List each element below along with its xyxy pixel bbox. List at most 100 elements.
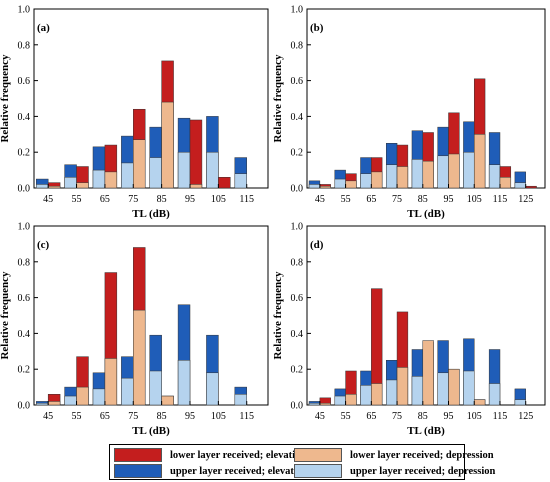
y-tick-label: 0.6 bbox=[291, 76, 304, 87]
bar-upper-depression bbox=[308, 402, 321, 406]
x-tick-label: 75 bbox=[392, 194, 402, 205]
x-tick-label: 75 bbox=[128, 194, 138, 205]
bar-upper-depression bbox=[234, 394, 247, 406]
y-axis-title: Relative frequency bbox=[0, 54, 11, 143]
y-tick-label: 0.0 bbox=[18, 401, 31, 412]
x-axis-title: TL (dB) bbox=[407, 208, 445, 220]
y-tick-label: 1.0 bbox=[18, 222, 31, 233]
x-tick-label: 115 bbox=[239, 411, 254, 422]
y-tick-label: 0.8 bbox=[18, 40, 31, 51]
bar-upper-depression bbox=[92, 388, 106, 406]
bar-upper-depression bbox=[334, 178, 346, 189]
bar-lower-depression bbox=[319, 185, 331, 189]
bar-lower-depression bbox=[47, 185, 61, 189]
bar-upper-depression bbox=[488, 164, 501, 189]
bar-upper-depression bbox=[121, 377, 134, 406]
x-tick-label: 115 bbox=[493, 194, 508, 205]
x-tick-label: 55 bbox=[72, 194, 82, 205]
y-axis-title: Relative frequency bbox=[272, 54, 284, 143]
legend-item-upper-depression: upper layer received; depression bbox=[294, 463, 495, 479]
x-tick-label: 95 bbox=[444, 194, 454, 205]
bar-upper-depression bbox=[149, 157, 162, 189]
x-tick-label: 65 bbox=[100, 194, 110, 205]
x-axis-title: TL (dB) bbox=[132, 425, 170, 437]
bar-lower-depression bbox=[499, 177, 512, 189]
bar-upper-depression bbox=[385, 164, 398, 189]
bar-upper-depression bbox=[411, 376, 424, 406]
y-tick-label: 0.6 bbox=[18, 76, 31, 87]
y-tick-label: 0.4 bbox=[291, 112, 304, 123]
x-tick-label: 65 bbox=[366, 411, 376, 422]
bar-upper-depression bbox=[121, 162, 134, 189]
legend-swatch-upper-elevation bbox=[114, 464, 162, 478]
y-tick-label: 0.2 bbox=[291, 148, 304, 159]
y-tick-label: 0.4 bbox=[291, 329, 304, 340]
bar-upper-depression bbox=[149, 370, 162, 406]
bar-upper-depression bbox=[206, 372, 219, 406]
bar-upper-depression bbox=[463, 151, 475, 189]
x-tick-label: 125 bbox=[518, 194, 533, 205]
x-tick-label: 45 bbox=[315, 411, 325, 422]
legend-label-lower-depression: lower layer received; depression bbox=[350, 449, 494, 461]
bar-lower-elevation bbox=[189, 119, 203, 189]
bar-upper-depression bbox=[385, 379, 398, 406]
x-tick-label: 95 bbox=[444, 411, 454, 422]
y-tick-label: 0.4 bbox=[18, 329, 31, 340]
bar-upper-depression bbox=[64, 177, 77, 189]
panel-label: (c) bbox=[37, 239, 50, 251]
y-tick-label: 0.2 bbox=[18, 148, 31, 159]
x-tick-label: 115 bbox=[493, 411, 508, 422]
x-tick-label: 95 bbox=[185, 194, 195, 205]
x-tick-label: 85 bbox=[418, 411, 428, 422]
bar-upper-depression bbox=[64, 395, 77, 406]
x-tick-label: 105 bbox=[467, 194, 482, 205]
bar-lower-depression bbox=[133, 309, 146, 406]
bar-upper-depression bbox=[36, 184, 49, 189]
bar-upper-depression bbox=[334, 395, 346, 406]
bar-lower-depression bbox=[396, 367, 409, 406]
bar-lower-depression bbox=[473, 399, 486, 406]
bar-upper-depression bbox=[437, 155, 449, 189]
bar-upper-depression bbox=[514, 182, 526, 189]
bar-upper-depression bbox=[36, 402, 49, 406]
x-tick-label: 105 bbox=[467, 411, 482, 422]
x-tick-label: 85 bbox=[157, 411, 167, 422]
x-tick-label: 85 bbox=[157, 194, 167, 205]
y-tick-label: 1.0 bbox=[18, 5, 31, 16]
legend-item-lower-elevation: lower layer received; elevation bbox=[114, 447, 306, 463]
bar-upper-depression bbox=[360, 173, 372, 189]
chart-panel-2: 0.0 0.2 0.4 0.6 0.8 1.0 45 55 65 75 85 95 105 115 125 T… bbox=[272, 5, 546, 220]
bar-lower-depression bbox=[133, 139, 146, 189]
bar-lower-depression bbox=[76, 386, 89, 406]
y-tick-label: 0.0 bbox=[18, 184, 31, 195]
bar-lower-depression bbox=[396, 166, 409, 189]
bar-lower-depression bbox=[161, 395, 174, 406]
x-tick-label: 55 bbox=[341, 194, 351, 205]
y-tick-label: 0.6 bbox=[291, 293, 304, 304]
bar-lower-depression bbox=[47, 401, 61, 406]
chart-panel-1: 0.0 0.2 0.4 0.6 0.8 1.0 45 55 65 75 85 95 105 115 TL (… bbox=[0, 5, 269, 220]
bar-lower-depression bbox=[448, 368, 460, 406]
bar-lower-depression bbox=[422, 340, 434, 406]
y-tick-label: 0.0 bbox=[291, 401, 304, 412]
panel-label: (d) bbox=[310, 239, 324, 251]
x-tick-label: 125 bbox=[518, 411, 533, 422]
bar-upper-depression bbox=[308, 184, 321, 189]
bar-upper-depression bbox=[177, 360, 191, 406]
x-tick-label: 75 bbox=[128, 411, 138, 422]
bar-lower-depression bbox=[76, 182, 89, 189]
x-tick-label: 45 bbox=[43, 411, 53, 422]
y-tick-label: 0.8 bbox=[291, 40, 304, 51]
bar-upper-depression bbox=[514, 399, 526, 406]
y-tick-label: 0.4 bbox=[18, 112, 31, 123]
x-tick-label: 55 bbox=[341, 411, 351, 422]
panel-label: (a) bbox=[37, 22, 50, 34]
legend-swatch-lower-depression bbox=[294, 448, 342, 462]
x-tick-label: 115 bbox=[239, 194, 254, 205]
legend-item-lower-depression: lower layer received; depression bbox=[294, 447, 494, 463]
chart-panel-3: 0.0 0.2 0.4 0.6 0.8 1.0 45 55 65 75 85 95 105 115 TL (… bbox=[0, 222, 269, 437]
x-tick-label: 95 bbox=[185, 411, 195, 422]
legend-item-upper-elevation: upper layer received; elevation bbox=[114, 463, 308, 479]
x-tick-label: 105 bbox=[211, 411, 226, 422]
